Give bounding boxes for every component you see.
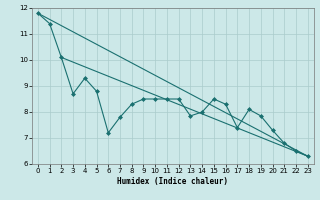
X-axis label: Humidex (Indice chaleur): Humidex (Indice chaleur)	[117, 177, 228, 186]
